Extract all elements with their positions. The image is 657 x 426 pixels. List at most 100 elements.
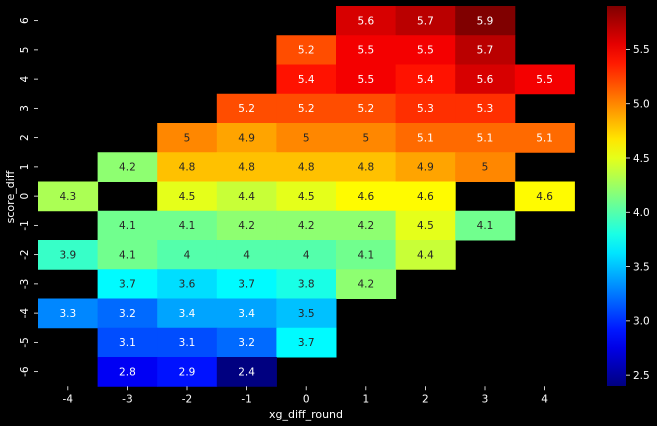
heatmap-cell xyxy=(336,240,397,270)
heatmap-cell xyxy=(157,357,218,387)
heatmap-cell xyxy=(216,152,277,182)
cell-value-label: 5.9 xyxy=(477,15,494,27)
y-axis-label: score_diff xyxy=(4,170,17,223)
heatmap-cells: 5.6 5.7 5.9 5.2 5.5 5.5 5.7 5.4 5.5 5.4 5.6 5.5 5.2 5… xyxy=(38,6,575,387)
x-tick-label: 2 xyxy=(422,393,429,405)
cell-value-label: 3.8 xyxy=(298,279,315,291)
colorbar-tick-label: 3.0 xyxy=(633,316,650,328)
cell-value-label: 3.3 xyxy=(59,308,76,320)
cell-value-label: 5.2 xyxy=(298,45,315,57)
cell-value-label: 4.8 xyxy=(298,162,315,174)
cell-value-label: 4.1 xyxy=(477,220,494,232)
y-axis-ticks: 6 5 4 3 2 1 0 -1 -2 -3 -4 -5 -6 xyxy=(19,17,38,377)
heatmap-cell xyxy=(97,298,158,329)
heatmap-cell xyxy=(395,240,456,270)
cell-value-label: 3.1 xyxy=(119,337,136,349)
heatmap-cell xyxy=(97,240,158,270)
heatmap-cell xyxy=(395,152,456,182)
cell-value-label: 5.2 xyxy=(238,103,255,115)
heatmap-cell xyxy=(157,240,218,270)
heatmap-cell xyxy=(336,152,397,182)
heatmap-cell xyxy=(276,240,337,270)
cell-value-label: 4.1 xyxy=(179,220,196,232)
heatmap-cell xyxy=(38,240,99,270)
heatmap-cell xyxy=(276,298,337,329)
cell-value-label: 2.8 xyxy=(119,366,136,378)
heatmap-cell xyxy=(157,152,218,182)
x-tick-label: 0 xyxy=(303,393,310,405)
cell-value-label: 5.3 xyxy=(417,103,434,115)
colorbar-tick-label: 5.0 xyxy=(633,99,650,111)
heatmap-cell xyxy=(336,123,397,153)
heatmap-cell xyxy=(97,327,158,358)
cell-value-label: 5.5 xyxy=(357,74,374,86)
heatmap-cell xyxy=(395,93,456,124)
cell-value-label: 4.4 xyxy=(417,249,434,261)
y-tick-label: 3 xyxy=(19,105,31,112)
cell-value-label: 4.8 xyxy=(357,162,374,174)
x-tick-label: 1 xyxy=(362,393,369,405)
heatmap-cell xyxy=(97,152,158,182)
cell-value-label: 3.6 xyxy=(179,279,196,291)
colorbar-tick-label: 3.5 xyxy=(633,261,650,273)
cell-value-label: 3.9 xyxy=(59,249,76,261)
heatmap-cell xyxy=(216,298,277,329)
cell-value-label: 5 xyxy=(482,162,489,174)
heatmap-cell xyxy=(276,269,337,299)
cell-value-label: 3.1 xyxy=(179,337,196,349)
cell-value-label: 5.5 xyxy=(357,45,374,57)
cell-value-label: 4.9 xyxy=(238,132,255,144)
heatmap-cell xyxy=(455,123,516,153)
cell-value-label: 3.5 xyxy=(298,308,315,320)
cell-value-label: 4.2 xyxy=(238,220,255,232)
heatmap-cell xyxy=(276,327,337,358)
cell-value-label: 4.2 xyxy=(357,220,374,232)
heatmap-cell xyxy=(216,181,277,212)
cell-value-label: 3.7 xyxy=(298,337,315,349)
y-tick-label: -5 xyxy=(19,337,31,347)
cell-value-label: 4.2 xyxy=(357,279,374,291)
cell-value-label: 5.6 xyxy=(477,74,494,86)
heatmap-cell xyxy=(97,269,158,299)
cell-value-label: 4.8 xyxy=(179,162,196,174)
heatmap-cell xyxy=(38,298,99,329)
cell-value-label: 4.6 xyxy=(417,191,434,203)
x-axis-ticks: -4 -3 -2 -1 0 1 2 3 4 xyxy=(63,386,548,405)
heatmap-cell xyxy=(216,123,277,153)
heatmap-cell xyxy=(455,152,516,182)
cell-value-label: 5.4 xyxy=(298,74,315,86)
heatmap-cell xyxy=(216,327,277,358)
y-tick-label: -1 xyxy=(19,220,31,230)
cell-value-label: 3.4 xyxy=(179,308,196,320)
x-tick-label: -4 xyxy=(63,393,74,405)
cell-value-label: 2.9 xyxy=(179,366,196,378)
cell-value-label: 3.2 xyxy=(238,337,255,349)
heatmap-cell xyxy=(216,269,277,299)
colorbar-tick-label: 4.0 xyxy=(633,207,650,219)
cell-value-label: 5 xyxy=(184,132,191,144)
x-tick-label: 4 xyxy=(541,393,548,405)
heatmap-cell xyxy=(276,152,337,182)
cell-value-label: 4.2 xyxy=(119,162,136,174)
cell-value-label: 3.4 xyxy=(238,308,255,320)
x-axis-label: xg_diff_round xyxy=(269,408,343,421)
heatmap-cell xyxy=(455,35,516,65)
heatmap-cell xyxy=(216,357,277,387)
heatmap-cell xyxy=(514,123,575,153)
cell-value-label: 5.1 xyxy=(536,132,553,144)
cell-value-label: 5.1 xyxy=(477,132,494,144)
y-tick-label: -4 xyxy=(19,308,31,319)
cell-value-label: 4 xyxy=(243,249,250,261)
cell-value-label: 4.1 xyxy=(119,249,136,261)
cell-value-label: 2.4 xyxy=(238,366,255,378)
cell-value-label: 4 xyxy=(184,249,191,261)
x-tick-label: -1 xyxy=(241,393,251,405)
heatmap-cell xyxy=(157,181,218,212)
y-tick-label: 6 xyxy=(19,17,31,24)
heatmap-cell xyxy=(216,210,277,241)
x-tick-label: -3 xyxy=(122,393,132,405)
cell-value-label: 4.3 xyxy=(59,191,76,203)
heatmap-cell xyxy=(395,210,456,241)
heatmap-cell xyxy=(395,123,456,153)
